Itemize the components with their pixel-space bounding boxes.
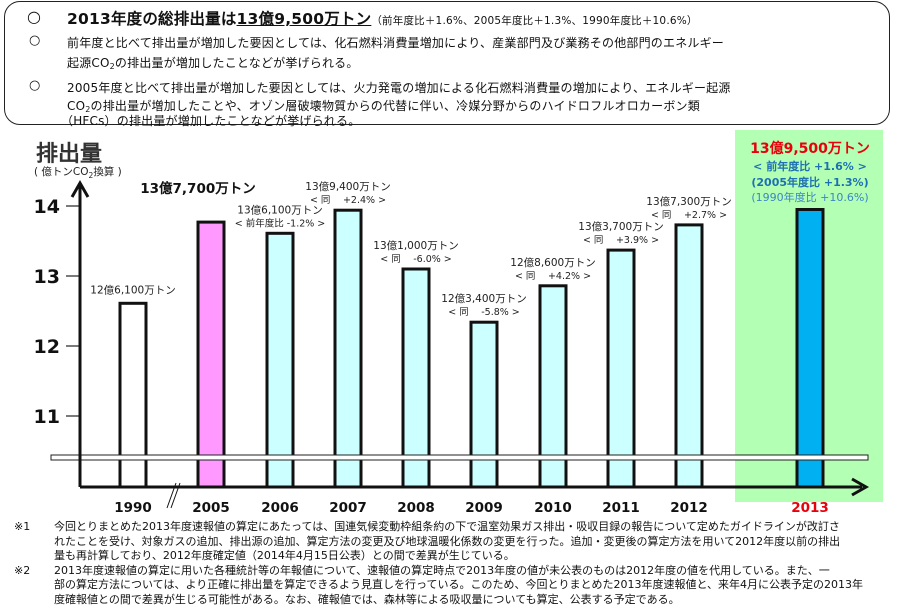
x-tick-label: 2005 — [192, 500, 230, 516]
x-tick-label: 2010 — [534, 500, 572, 516]
bar-change-label: < 同 -5.8% > — [448, 307, 520, 318]
y-tick-label: 13 — [34, 266, 60, 288]
y-tick-label: 12 — [34, 336, 60, 358]
point2-line2-pre: CO — [67, 99, 86, 113]
y-tick-label: 11 — [34, 406, 60, 428]
bar-change-label: < 同 +3.9% > — [583, 235, 659, 246]
point2-line3: （HFCs）の排出量が増加したことなどが挙げられる。 — [61, 114, 361, 128]
x-tick-label: 1990 — [114, 500, 152, 516]
footnote-1: ※1 今回とりまとめた2013年度速報値の算定にあたっては、国連気候変動枠組条約… — [14, 520, 894, 564]
point1-line2: 起源CO2の排出量が増加したことなどが挙げられる。 — [67, 54, 359, 71]
footnote-text: 2013年度速報値の算定に用いた各種統計等の年報値について、速報値の算定時点で2… — [54, 563, 864, 606]
headline-value: 13億9,500万トン — [236, 10, 372, 28]
point2-line2-post: の排出量が増加したことや、オゾン層破壊物質からの代替に伴い、冷媒分野からのハイド… — [90, 99, 700, 113]
bar-2005 — [196, 220, 226, 489]
co2-subscript: 2 — [109, 62, 115, 71]
footnote-text: 今回とりまとめた2013年度速報値の算定にあたっては、国連気候変動枠組条約の下で… — [54, 520, 841, 562]
bar-value-label: 13億3,700万トン — [578, 220, 663, 233]
bar-value-label: 13億7,700万トン — [140, 180, 256, 197]
bar-value-label: 13億7,300万トン — [646, 195, 731, 208]
bar-change-label: < 同 +2.7% > — [651, 210, 727, 221]
bullet-icon: ○ — [27, 7, 41, 26]
headline-prefix: 2013年度の総排出量は — [67, 10, 237, 28]
x-tick-label: 2013 — [791, 500, 829, 516]
chart-title: 排出量 — [36, 142, 102, 167]
bar-value-label: 12億8,600万トン — [510, 256, 595, 269]
highlight-1990-change-label: (1990年度比 +10.6%) — [751, 190, 868, 204]
point2-line2: CO2の排出量が増加したことや、オゾン層破壊物質からの代替に伴い、冷媒分野からの… — [67, 97, 700, 114]
bar-change-label: < 同 +2.4% > — [310, 195, 386, 206]
highlight-value-label: 13億9,500万トン — [750, 140, 870, 157]
axis-break-band — [50, 454, 869, 461]
bar-value-label: 13億6,100万トン — [237, 203, 322, 216]
bar-value-label: 12億3,400万トン — [441, 292, 526, 305]
x-tick-label: 2011 — [602, 500, 640, 516]
axis-break-mark-icon — [170, 482, 181, 509]
footnote-mark: ※1 — [14, 520, 31, 533]
bar-2011 — [606, 248, 636, 489]
y-tick-label: 14 — [34, 196, 60, 218]
bar-value-label: 13億9,400万トン — [305, 180, 390, 193]
bar-2008 — [401, 267, 431, 489]
co2-subscript: 2 — [85, 105, 91, 114]
bar-2007 — [333, 208, 363, 489]
headline-note: （前年度比＋1.6%、2005年度比＋1.3%、1990年度比＋10.6%） — [371, 15, 698, 27]
bar-value-label: 12億6,100万トン — [90, 283, 175, 296]
summary-headline: 2013年度の総排出量は13億9,500万トン（前年度比＋1.6%、2005年度… — [67, 7, 698, 29]
y-axis-arrow-icon — [70, 179, 90, 198]
x-tick-label: 2007 — [329, 500, 367, 516]
bar-2012 — [674, 223, 704, 489]
point2-line1: 2005年度と比べて排出量が増加した要因としては、火力発電の増加による化石燃料消… — [67, 81, 731, 95]
footnote-mark: ※2 — [14, 563, 31, 577]
point1-line1: 前年度と比べて排出量が増加した要因としては、化石燃料消費量増加により、産業部門及… — [67, 36, 725, 50]
footnotes: ※1 今回とりまとめた2013年度速報値の算定にあたっては、国連気候変動枠組条約… — [14, 520, 894, 607]
x-tick-label: 2009 — [465, 500, 503, 516]
y-axis-unit-label: ( 億トンCO2換算 ) — [34, 165, 122, 180]
summary-box: ○ 2013年度の総排出量は13億9,500万トン（前年度比＋1.6%、2005… — [4, 1, 890, 128]
bullet-icon: ○ — [29, 33, 41, 48]
footnote-2: ※2 2013年度速報値の算定に用いた各種統計等の年報値について、速報値の算定時… — [14, 564, 894, 608]
bar-value-label: 13億1,000万トン — [373, 239, 458, 252]
highlight-2005-change-label: (2005年度比 +1.3%) — [751, 175, 868, 189]
emissions-chart: 排出量 ( 億トンCO2換算 ) 11 12 13 14 12億6,100万トン 13億… — [34, 130, 883, 516]
bullet-icon: ○ — [29, 78, 41, 93]
bar-change-label: < 前年度比 -1.2% > — [235, 217, 326, 229]
x-tick-label: 2008 — [397, 500, 435, 516]
bar-change-label: < 同 -6.0% > — [380, 254, 452, 265]
axis-break-mark-icon — [166, 482, 177, 509]
highlight-change-label: < 前年度比 +1.6% > — [753, 159, 867, 173]
bar-2013 — [795, 208, 825, 489]
x-tick-label: 2006 — [261, 500, 299, 516]
point1-line2-post: の排出量が増加したことなどが挙げられる。 — [114, 56, 359, 70]
bar-2006 — [265, 231, 295, 489]
x-tick-label: 2012 — [670, 500, 708, 516]
bar-change-label: < 同 +4.2% > — [515, 271, 591, 282]
point1-line2-pre: 起源CO — [67, 56, 110, 70]
x-axis-arrow-icon — [851, 477, 870, 497]
bar-2009 — [469, 320, 499, 489]
